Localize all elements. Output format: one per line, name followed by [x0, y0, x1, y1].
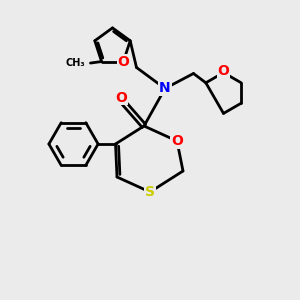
Text: O: O — [116, 91, 128, 104]
Text: CH₃: CH₃ — [65, 58, 85, 68]
Text: O: O — [118, 55, 129, 68]
Text: N: N — [159, 82, 171, 95]
Text: S: S — [145, 185, 155, 199]
Text: O: O — [171, 134, 183, 148]
Text: O: O — [218, 64, 230, 78]
